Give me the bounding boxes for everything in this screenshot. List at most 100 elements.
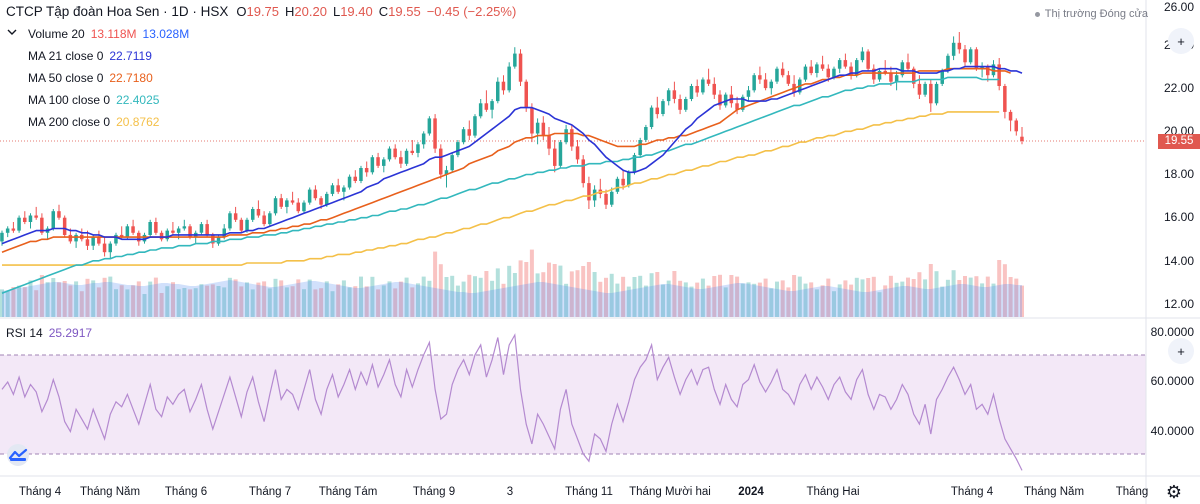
volume-bar (746, 282, 751, 317)
candle-body (889, 73, 893, 82)
volume-bar (370, 276, 375, 317)
volume-bar (535, 273, 540, 317)
candle-body (108, 243, 112, 253)
add-indicator-plus-icon[interactable]: + (1168, 338, 1194, 364)
legend-volume-sma-value: 13.028M (142, 27, 190, 41)
volume-bar (906, 277, 910, 317)
candle (991, 60, 996, 78)
candle-body (934, 83, 939, 104)
candle-body (5, 228, 10, 233)
candle (353, 170, 357, 184)
candle-body (746, 90, 751, 97)
candle-body (610, 191, 614, 205)
legend-ma100[interactable]: MA 100 close 0 22.4025 (6, 93, 159, 107)
open-label: O (236, 4, 247, 19)
volume-bar (780, 280, 785, 317)
legend-ma50[interactable]: MA 50 close 0 22.7180 (6, 71, 153, 85)
volume-bar (820, 285, 825, 317)
volume-bar (125, 289, 130, 317)
candle-body (382, 159, 386, 166)
volume-bar (5, 291, 10, 317)
volume-bar (108, 276, 113, 317)
candlestick-series[interactable] (0, 32, 1024, 259)
volume-bar (792, 275, 797, 317)
candle-body (587, 183, 591, 201)
volume-bar (775, 281, 779, 317)
legend-ma100-label: MA 100 close 0 (28, 93, 111, 107)
candle (712, 77, 716, 99)
price-tick: 12.00 (1163, 297, 1194, 311)
volume-bar (871, 276, 876, 317)
candle (199, 222, 204, 235)
candle (763, 73, 768, 91)
volume-bar (507, 265, 512, 317)
candle (262, 211, 266, 227)
legend-ma200[interactable]: MA 200 close 0 20.8762 (6, 115, 159, 129)
candle-body (23, 217, 27, 222)
candle (5, 226, 10, 238)
legend-ma21[interactable]: MA 21 close 0 22.7119 (6, 49, 152, 63)
symbol-title[interactable]: CTCP Tập đoàn Hoa Sen · 1D · HSX (6, 4, 229, 19)
candle-body (980, 66, 984, 69)
volume-bar (1020, 285, 1024, 317)
volume-bar (239, 286, 244, 317)
candle-body (125, 226, 130, 238)
volume-bar (85, 278, 90, 317)
price-tick: 22.00 (1163, 81, 1194, 95)
candle-body (501, 81, 506, 91)
candle (34, 206, 38, 220)
candle-body (524, 81, 528, 108)
candle (285, 198, 289, 214)
candle-body (843, 60, 848, 67)
volume-bar (188, 289, 193, 317)
volume-bar (159, 293, 164, 317)
candle-body (820, 64, 825, 69)
candle-body (535, 122, 540, 134)
candle-body (216, 237, 221, 244)
candle (849, 62, 853, 80)
candle-body (490, 101, 494, 110)
volume-bar (763, 278, 768, 317)
candle (684, 96, 688, 112)
candle-body (57, 211, 61, 218)
candle (410, 140, 414, 156)
volume-bar (199, 284, 204, 317)
legend-rsi[interactable]: RSI 14 25.2917 (6, 326, 92, 340)
gear-icon[interactable]: ⚙ (1165, 482, 1182, 502)
candle-body (906, 62, 910, 69)
candle-body (11, 228, 16, 231)
candle-body (752, 75, 756, 91)
collapse-legend-chevron-icon[interactable] (6, 27, 22, 41)
candle-body (883, 70, 887, 74)
candle-body (410, 150, 414, 153)
time-tick: Tháng 4 (950, 486, 994, 498)
candle (615, 176, 620, 194)
volume-bar (438, 264, 443, 317)
volume-bar (114, 289, 118, 317)
candle-body (963, 49, 967, 63)
candle-body (102, 243, 107, 253)
candle (80, 228, 84, 242)
candle (347, 174, 352, 190)
candle (159, 230, 164, 242)
candle-body (632, 155, 637, 173)
candle-body (496, 81, 500, 102)
candle-body (34, 215, 38, 218)
legend-volume[interactable]: Volume 20 13.118M 13.028M (6, 27, 189, 41)
rsi-line-path (1, 333, 1023, 471)
volume-bar (96, 287, 101, 317)
candle (934, 81, 939, 106)
candle (541, 116, 546, 140)
candle-body (313, 189, 318, 199)
candle-body (661, 101, 665, 114)
candle (866, 49, 870, 71)
add-symbol-plus-icon[interactable]: + (1168, 28, 1194, 54)
candle (97, 230, 101, 246)
candle-body (826, 68, 830, 78)
volume-bar (832, 291, 836, 317)
volume-bar (484, 271, 489, 317)
tradingview-logo-icon[interactable] (6, 444, 30, 466)
candle-body (302, 202, 306, 212)
volume-bar (22, 287, 27, 317)
